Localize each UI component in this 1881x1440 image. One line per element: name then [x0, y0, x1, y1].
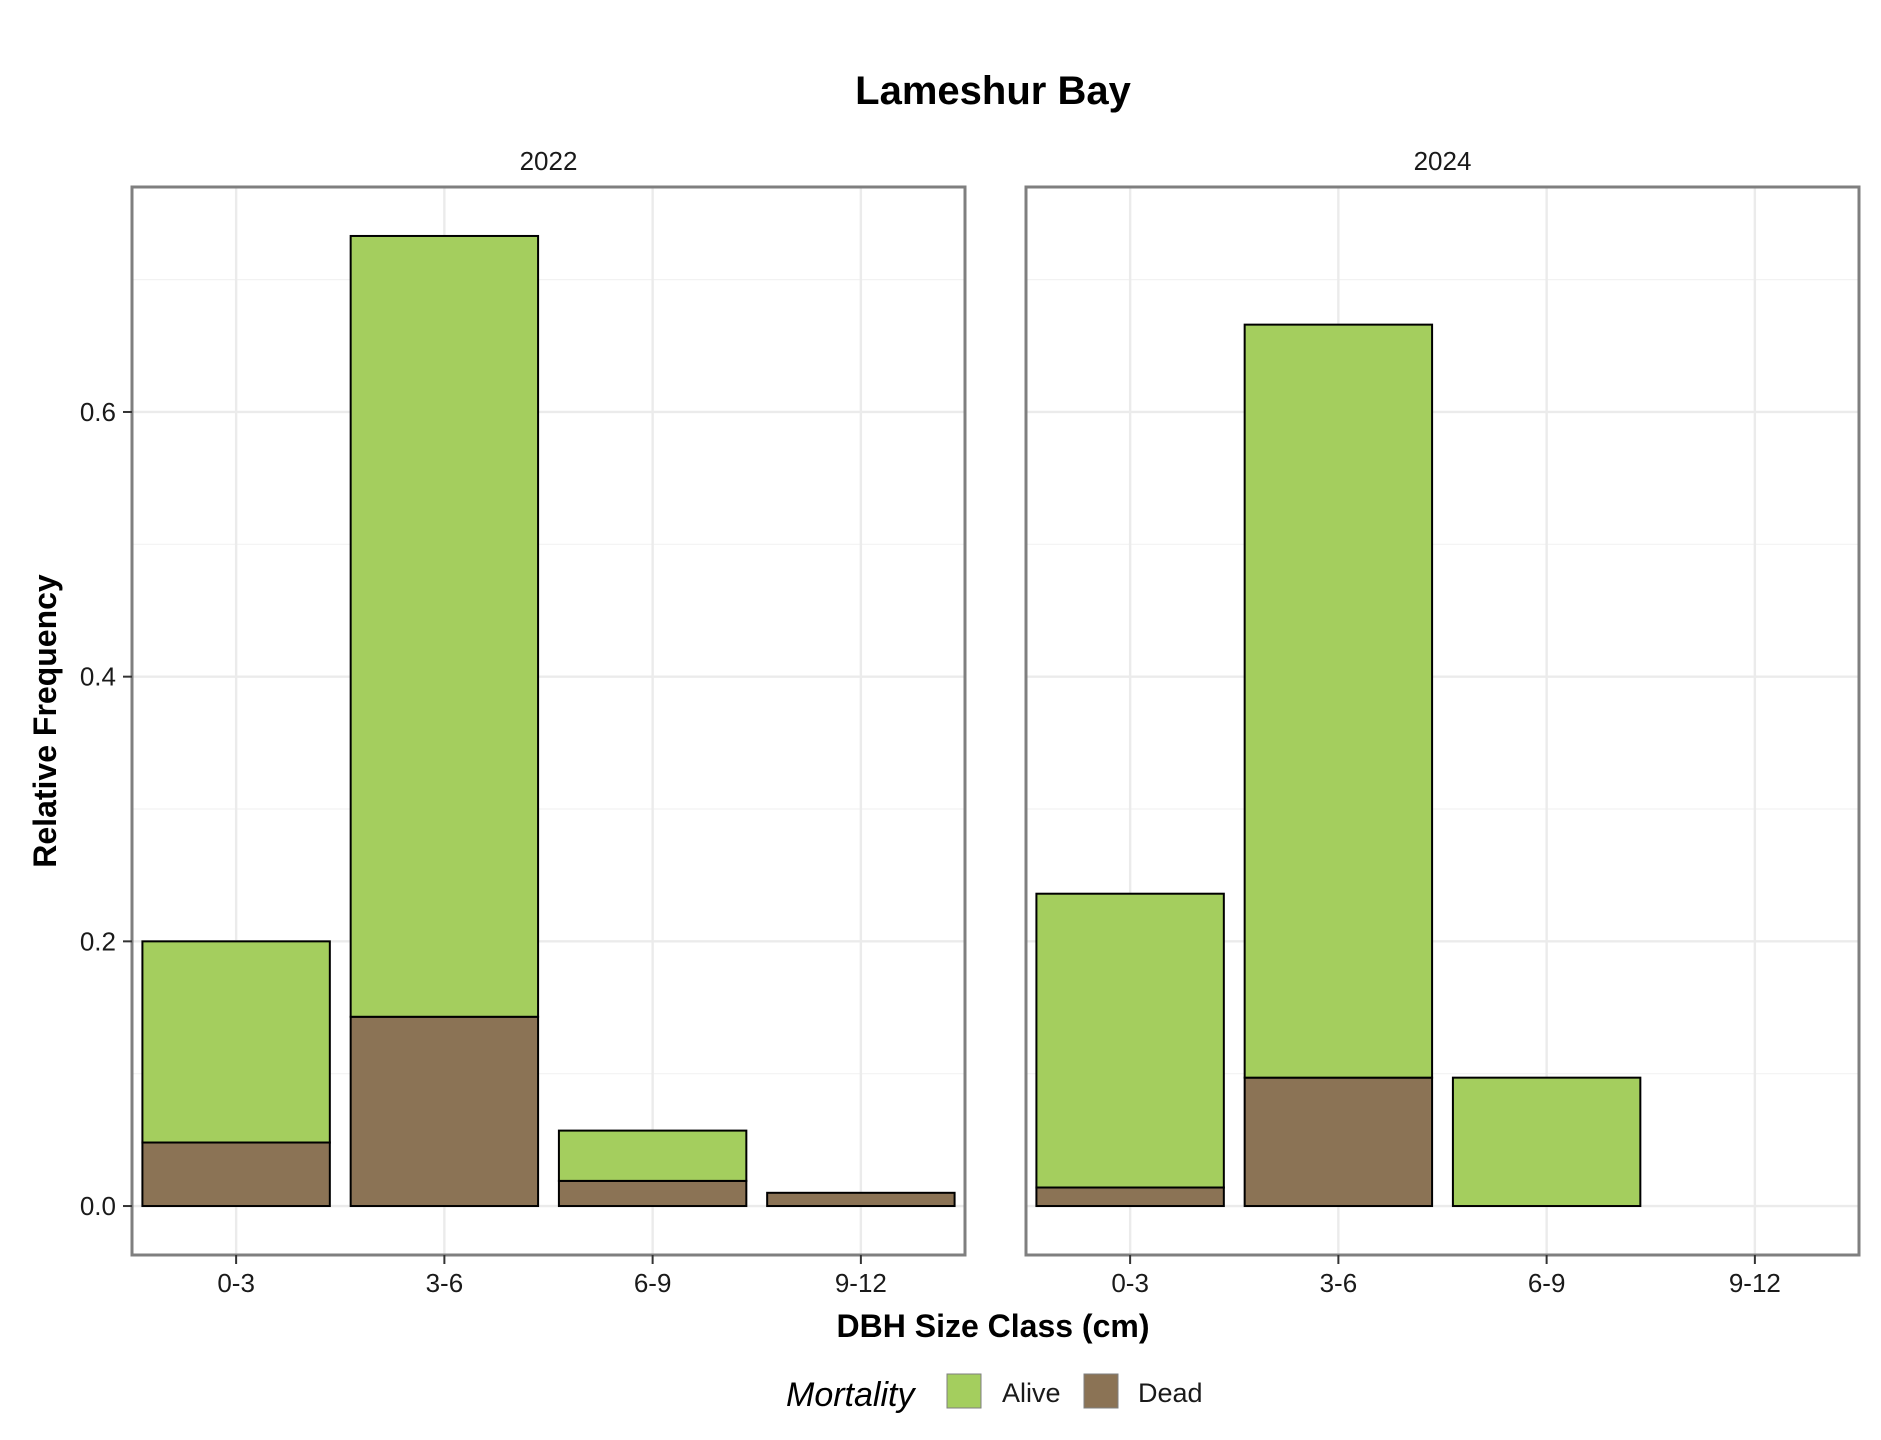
legend-title: Mortality	[786, 1376, 916, 1414]
facets: 2022 0-3 3-6 6-9 9-12 0.0 0.2 0.4 0.6 2024 0-3 3-6 6…	[80, 146, 1861, 1298]
facet-panel-2022: 2022 0-3 3-6 6-9 9-12 0.0 0.2 0.4 0.6	[80, 146, 967, 1298]
x-tick-label: 3-6	[426, 1268, 464, 1298]
legend-label-alive: Alive	[1002, 1378, 1061, 1408]
x-tick-label: 6-9	[1528, 1268, 1566, 1298]
bar-dead-2024-3-6	[1243, 1076, 1434, 1208]
bar-dead-2022-0-3	[141, 1141, 331, 1208]
chart-title: Lameshur Bay	[855, 69, 1131, 113]
legend: Mortality Alive Dead	[786, 1373, 1203, 1414]
bar-alive-2024-3-6	[1243, 323, 1434, 1079]
x-tick-label: 6-9	[634, 1268, 672, 1298]
x-tick-label: 9-12	[835, 1268, 887, 1298]
y-tick-label: 0.6	[80, 397, 116, 427]
panel-border	[1024, 185, 1861, 1257]
y-axis-title: Relative Frequency	[27, 574, 63, 868]
panel-border	[130, 185, 967, 1257]
bar-dead-2022-9-12	[766, 1191, 956, 1208]
legend-swatch-alive	[946, 1373, 982, 1409]
y-tick-label: 0.0	[80, 1191, 116, 1221]
x-axis-title: DBH Size Class (cm)	[837, 1308, 1150, 1344]
bar-alive-2024-0-3	[1035, 892, 1225, 1189]
bar-alive-2024-6-9	[1451, 1076, 1642, 1208]
bar-dead-2022-3-6	[349, 1015, 540, 1208]
bar-alive-2022-3-6	[349, 234, 540, 1018]
facet-panel-2024: 2024 0-3 3-6 6-9 9-12	[1024, 146, 1861, 1298]
x-tick-label: 9-12	[1729, 1268, 1781, 1298]
facet-strip-label: 2024	[1414, 146, 1472, 176]
y-tick-label: 0.2	[80, 926, 116, 956]
bar-alive-2022-6-9	[557, 1129, 748, 1182]
y-tick-label: 0.4	[80, 662, 116, 692]
legend-swatch-dead	[1083, 1373, 1119, 1409]
bar-dead-2022-6-9	[557, 1179, 748, 1208]
x-tick-label: 0-3	[217, 1268, 255, 1298]
legend-label-dead: Dead	[1138, 1378, 1203, 1408]
bar-alive-2022-0-3	[141, 940, 331, 1144]
facet-strip-label: 2022	[520, 146, 578, 176]
x-tick-label: 0-3	[1111, 1268, 1149, 1298]
x-tick-label: 3-6	[1320, 1268, 1358, 1298]
bar-dead-2024-0-3	[1035, 1186, 1225, 1208]
